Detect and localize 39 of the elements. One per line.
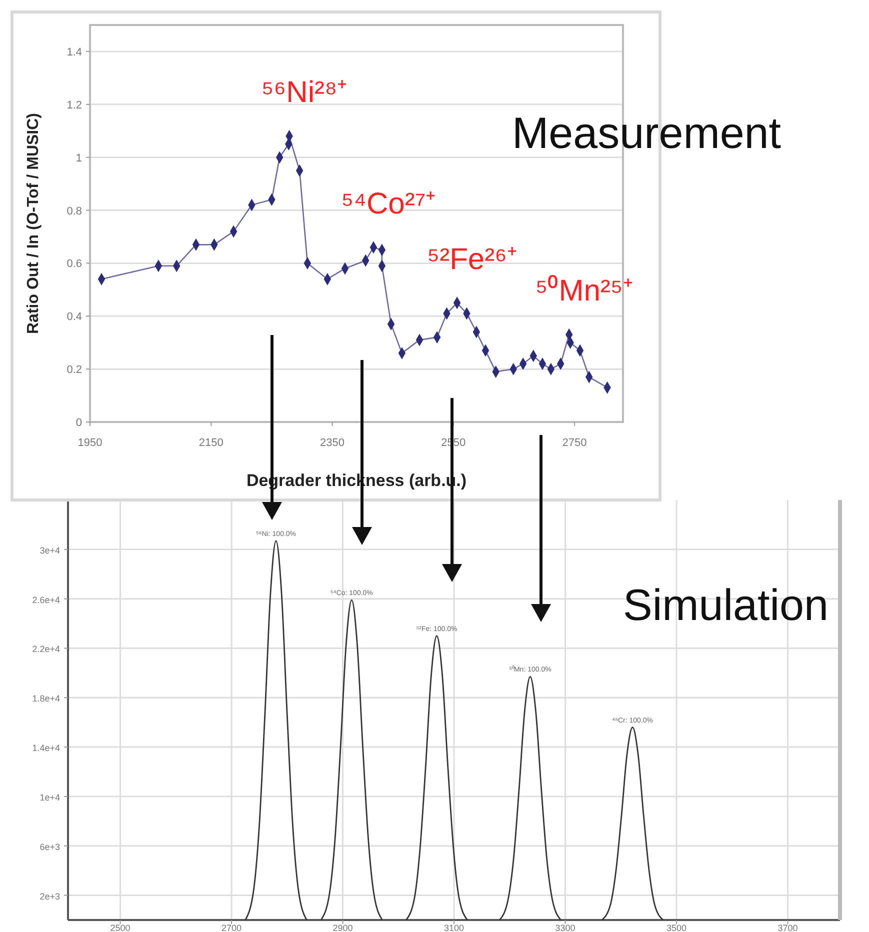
text: Simulation <box>623 581 828 630</box>
line-series <box>244 540 308 921</box>
x-tick-label: 2350 <box>320 437 345 449</box>
x-tick-label: 2750 <box>562 437 587 449</box>
y-tick-label: 1.4e+4 <box>32 743 60 754</box>
annotation: ⁵⁴Co²⁷⁺ <box>341 187 436 220</box>
y-tick-label: 2e+3 <box>40 891 60 902</box>
y-tick-label: 3e+4 <box>40 545 60 556</box>
line-series <box>405 635 468 921</box>
x-tick-label: 3500 <box>666 923 686 932</box>
x-tick-label: 2150 <box>198 437 224 449</box>
x-tick-label: 1950 <box>78 437 102 449</box>
annotation: ⁵⁰Mn²⁵⁺ <box>535 274 633 308</box>
x-tick-label: 3300 <box>555 923 576 932</box>
x-tick-label: 3700 <box>778 923 798 932</box>
annotation: ⁵⁶Ni²⁸⁺ <box>261 76 348 110</box>
annotation: ⁵²Fe²⁶⁺ <box>427 242 517 276</box>
line-series <box>498 676 562 921</box>
x-tick-label: 2700 <box>222 923 242 932</box>
x-tick-label: 2500 <box>110 923 130 932</box>
y-tick-label: 0 <box>76 417 82 429</box>
y-tick-label: 1.2 <box>66 99 82 112</box>
y-tick-label: 0.8 <box>66 205 82 218</box>
y-tick-label: 6e+3 <box>40 842 60 852</box>
y-tick-label: 2.6e+4 <box>32 594 60 605</box>
y-axis-title: Ratio Out / In (O-Tof / MUSIC) <box>25 113 42 334</box>
x-tick-label: 3100 <box>444 923 464 932</box>
y-tick-label: 2.2e+4 <box>32 644 60 654</box>
text: Measurement <box>512 109 782 158</box>
line-series <box>320 599 383 921</box>
line-series <box>601 726 664 921</box>
y-tick-label: 1.4 <box>66 46 82 58</box>
y-tick-label: 0.6 <box>66 258 82 270</box>
y-tick-label: 1 <box>76 152 82 164</box>
y-tick-label: 0.4 <box>66 311 82 324</box>
y-tick-label: 1.8e+4 <box>32 694 60 704</box>
y-tick-label: 0.2 <box>66 364 82 376</box>
x-tick-label: 2900 <box>332 923 353 932</box>
y-tick-label: 1e+4 <box>40 792 60 802</box>
